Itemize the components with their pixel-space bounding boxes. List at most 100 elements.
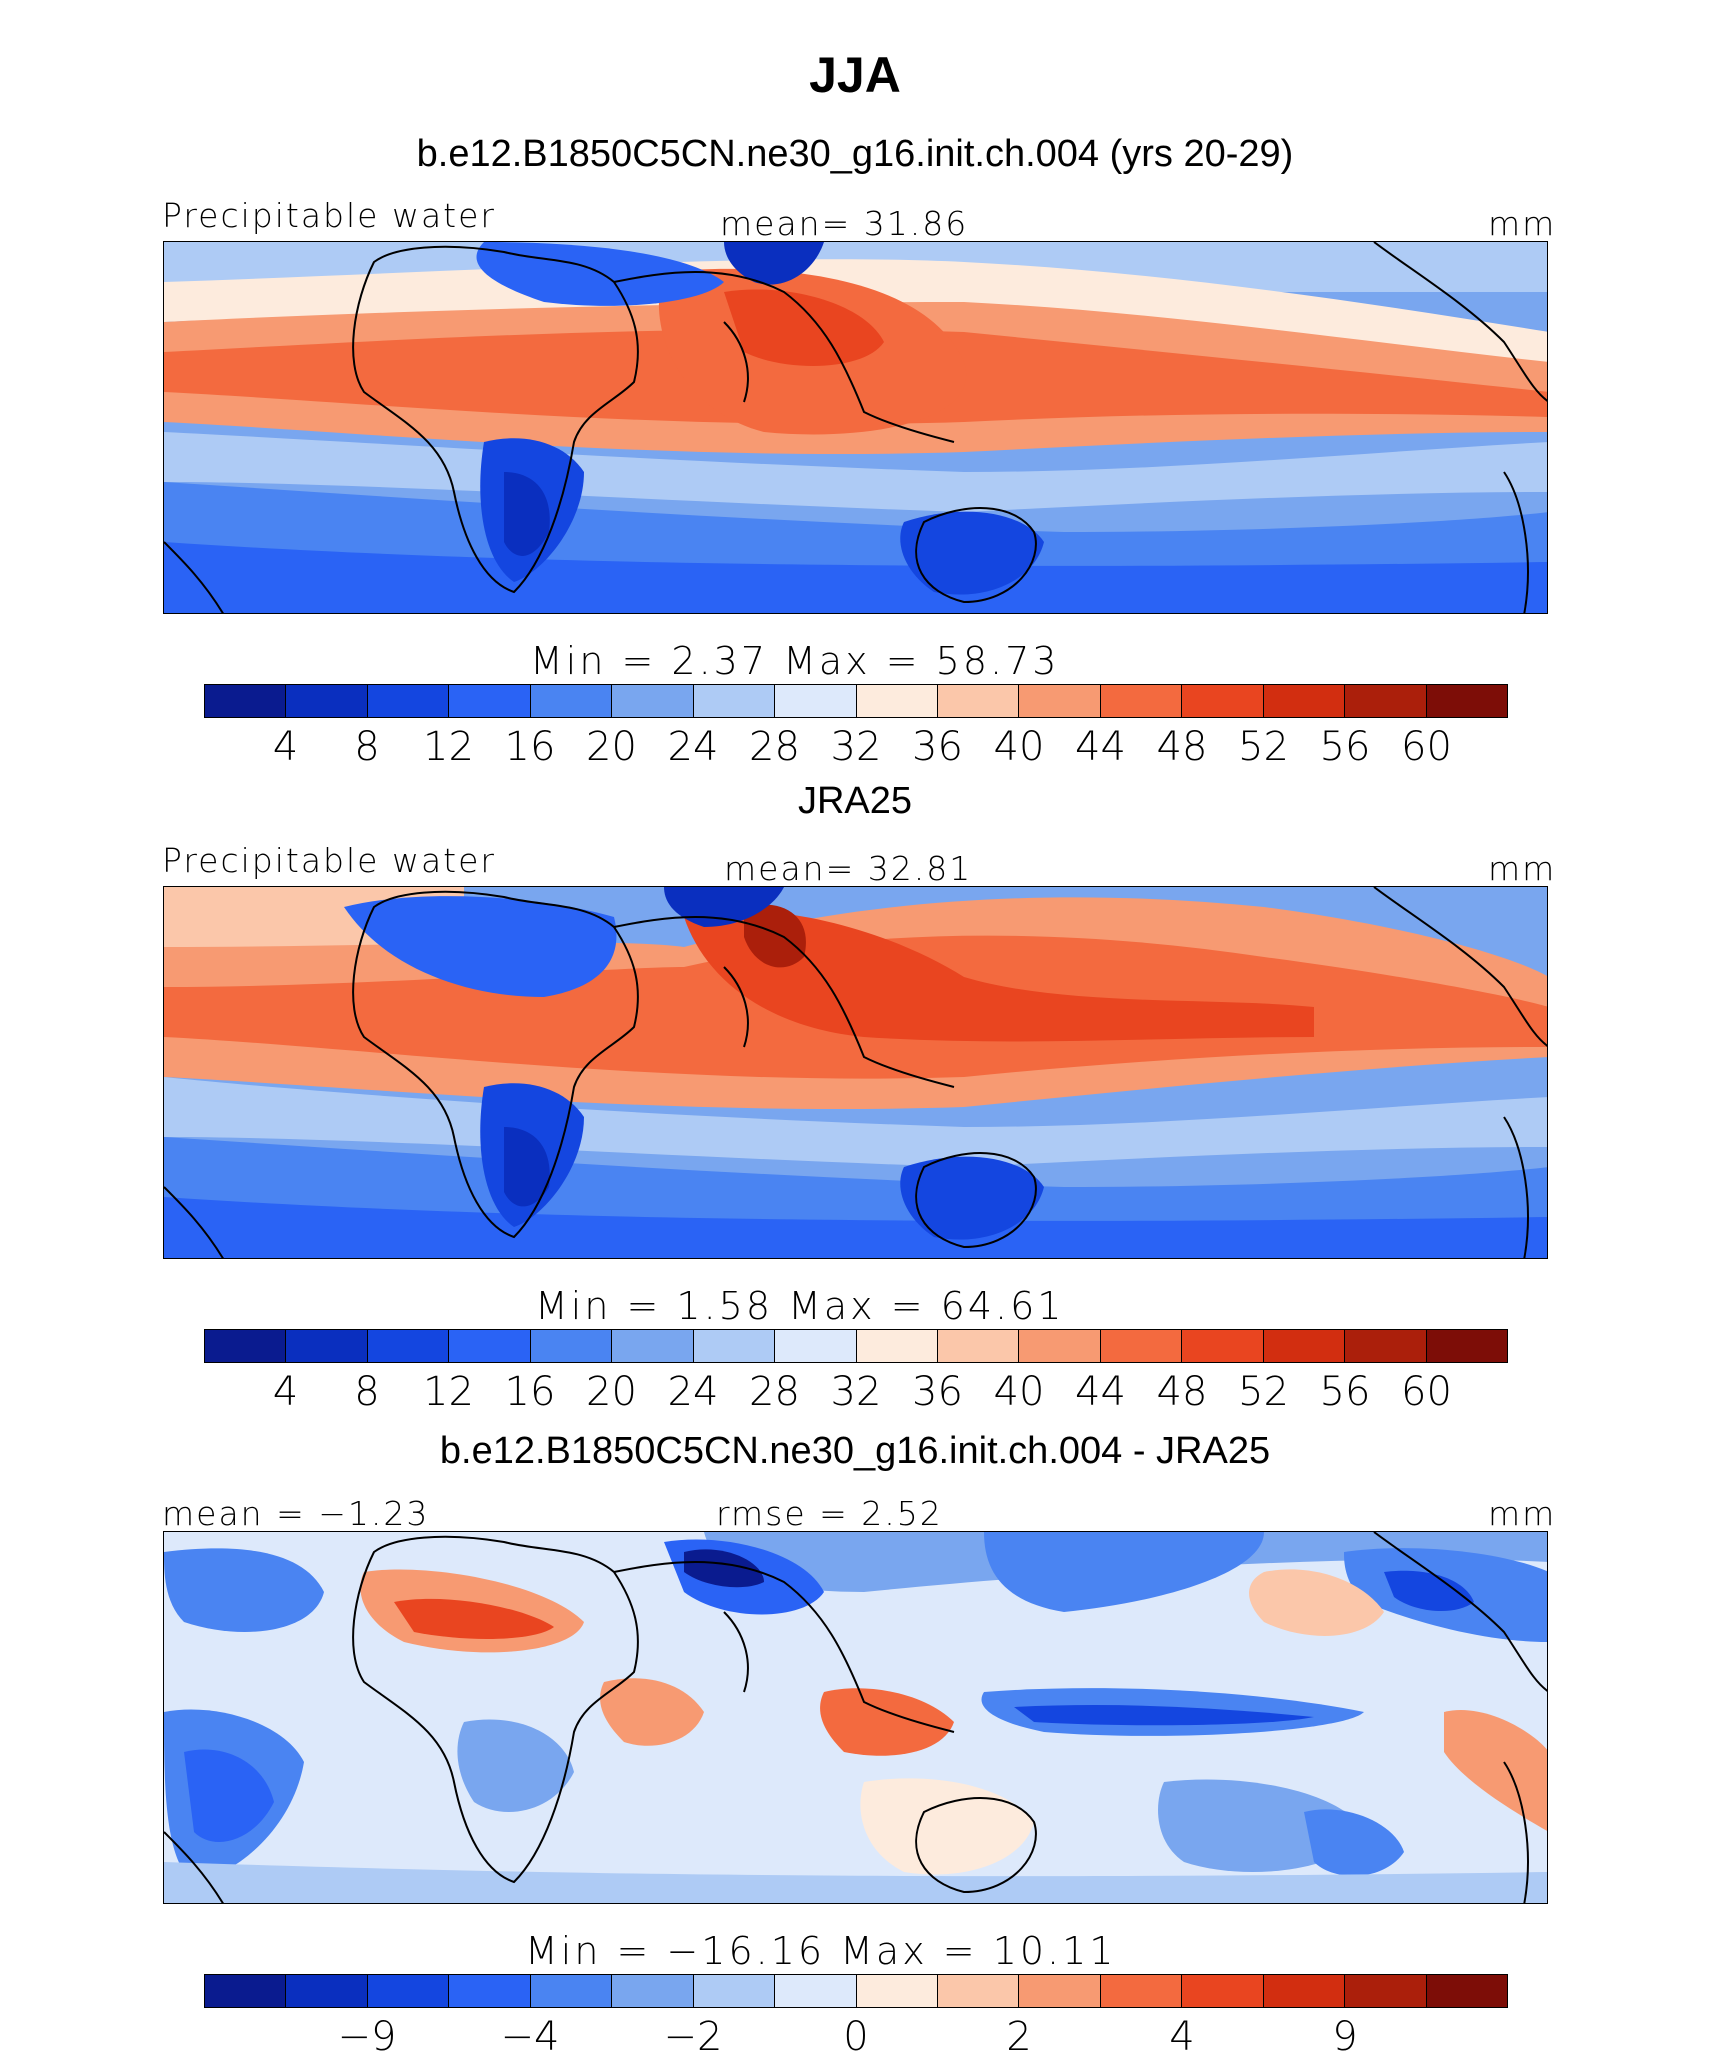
colorbar-swatch (693, 1975, 776, 2007)
panel-1-map (163, 241, 1548, 614)
panel-3-min-max: Min = −16.16 Max = 10.11 (525, 1929, 1117, 1973)
panel-2-colorbar-ticks: 4 8 12 16 20 24 28 32 36 40 44 48 52 56 … (204, 1369, 1508, 1415)
colorbar-tick-label: 28 (749, 724, 800, 770)
colorbar-swatch (1019, 685, 1101, 717)
colorbar-swatch (1345, 1975, 1427, 2007)
colorbar-swatch (1182, 1975, 1264, 2007)
panel-1-variable-label: Precipitable water (162, 196, 496, 235)
panel-3-rmse-label: rmse = 2.52 (716, 1494, 943, 1533)
colorbar-swatch (1263, 1330, 1346, 1362)
colorbar-swatch (856, 1975, 938, 2007)
colorbar-tick-label: 4 (272, 724, 299, 770)
panel-2-variable-label: Precipitable water (162, 841, 496, 880)
colorbar-swatch (612, 685, 694, 717)
colorbar-swatch (775, 1330, 857, 1362)
colorbar-tick-label: 16 (504, 724, 556, 770)
colorbar-tick-label: 48 (1156, 724, 1208, 770)
panel-2-mean-label: mean= 32.81 (724, 849, 973, 888)
colorbar-swatch (1182, 1330, 1264, 1362)
colorbar-swatch (205, 685, 287, 717)
colorbar-tick-label: 48 (1156, 1369, 1208, 1415)
colorbar-tick-label: 44 (1075, 1369, 1126, 1415)
colorbar-swatch (856, 685, 938, 717)
panel-2-units-label: mm (1488, 849, 1557, 888)
colorbar-tick-label: 4 (272, 1369, 299, 1415)
panel-2-title: JRA25 (797, 780, 913, 822)
colorbar-tick-label: 24 (667, 1369, 719, 1415)
colorbar-tick-label: 9 (1332, 2014, 1358, 2060)
colorbar-swatch (286, 1330, 368, 1362)
colorbar-swatch (530, 685, 613, 717)
colorbar-tick-label: 8 (354, 1369, 380, 1415)
colorbar-swatch (693, 685, 776, 717)
panel-1-colorbar-ticks: 4 8 12 16 20 24 28 32 36 40 44 48 52 56 … (204, 724, 1508, 770)
colorbar-swatch (1426, 1975, 1507, 2007)
colorbar-swatch (612, 1330, 694, 1362)
colorbar-tick-label: 60 (1401, 724, 1452, 770)
colorbar-tick-label: 40 (993, 1369, 1045, 1415)
colorbar-swatch (1100, 1975, 1183, 2007)
colorbar-tick-label: 36 (912, 724, 963, 770)
colorbar-tick-label: 24 (667, 724, 719, 770)
colorbar-swatch (205, 1975, 287, 2007)
colorbar-tick-label: 20 (586, 724, 637, 770)
colorbar-tick-label: 36 (912, 1369, 963, 1415)
colorbar-swatch (937, 1975, 1020, 2007)
colorbar-tick-label: 20 (586, 1369, 637, 1415)
colorbar-tick-label: 32 (830, 1369, 882, 1415)
colorbar-swatch (775, 685, 857, 717)
colorbar-tick-label: 0 (843, 2014, 869, 2060)
colorbar-swatch (367, 685, 450, 717)
colorbar-tick-label: 8 (354, 724, 380, 770)
colorbar-swatch (1426, 685, 1507, 717)
colorbar-tick-label: 16 (504, 1369, 556, 1415)
panel-1-title: b.e12.B1850C5CN.ne30_g16.init.ch.004 (yr… (416, 133, 1294, 175)
panel-1-min-max: Min = 2.37 Max = 58.73 (530, 639, 1060, 683)
colorbar-swatch (367, 1330, 450, 1362)
colorbar-swatch (856, 1330, 938, 1362)
colorbar-tick-label: 4 (1169, 2014, 1195, 2060)
colorbar-tick-label: 56 (1319, 1369, 1371, 1415)
colorbar-tick-label: 60 (1401, 1369, 1452, 1415)
colorbar-swatch (1100, 1330, 1183, 1362)
colorbar-swatch (693, 1330, 776, 1362)
panel-2-min-max: Min = 1.58 Max = 64.61 (535, 1284, 1065, 1328)
colorbar-swatch (530, 1330, 613, 1362)
colorbar-swatch (1345, 685, 1427, 717)
colorbar-swatch (449, 1975, 531, 2007)
colorbar-swatch (286, 1975, 368, 2007)
colorbar-swatch (1019, 1975, 1101, 2007)
colorbar-swatch (1426, 1330, 1507, 1362)
colorbar-tick-label: 2 (1006, 2014, 1032, 2060)
colorbar-tick-label: 28 (749, 1369, 800, 1415)
colorbar-swatch (367, 1975, 450, 2007)
panel-1-mean-label: mean= 31.86 (720, 204, 969, 243)
colorbar-swatch (286, 685, 368, 717)
panel-3-title: b.e12.B1850C5CN.ne30_g16.init.ch.004 - J… (439, 1430, 1271, 1472)
colorbar-swatch (1019, 1330, 1101, 1362)
panel-2-colorbar (204, 1329, 1508, 1363)
colorbar-tick-label: 12 (423, 1369, 474, 1415)
colorbar-swatch (612, 1975, 694, 2007)
panel-3-colorbar-ticks: −9 −4 −2 0 2 4 9 (204, 2014, 1508, 2060)
panel-3-map (163, 1531, 1548, 1904)
colorbar-swatch (530, 1975, 613, 2007)
colorbar-swatch (449, 1330, 531, 1362)
panel-3-mean-label: mean = −1.23 (162, 1494, 430, 1533)
colorbar-tick-label: 52 (1238, 1369, 1289, 1415)
colorbar-tick-label: 32 (830, 724, 882, 770)
colorbar-tick-label: −4 (500, 2014, 560, 2060)
colorbar-swatch (1345, 1330, 1427, 1362)
coastlines (164, 242, 1547, 613)
panel-2-map (163, 886, 1548, 1259)
colorbar-tick-label: 52 (1238, 724, 1289, 770)
colorbar-tick-label: 56 (1319, 724, 1371, 770)
panel-3-colorbar (204, 1974, 1508, 2008)
colorbar-swatch (1100, 685, 1183, 717)
colorbar-swatch (775, 1975, 857, 2007)
colorbar-tick-label: 44 (1075, 724, 1126, 770)
panel-1-colorbar (204, 684, 1508, 718)
colorbar-tick-label: 12 (423, 724, 474, 770)
colorbar-tick-label: −2 (663, 2014, 723, 2060)
colorbar-swatch (1182, 685, 1264, 717)
